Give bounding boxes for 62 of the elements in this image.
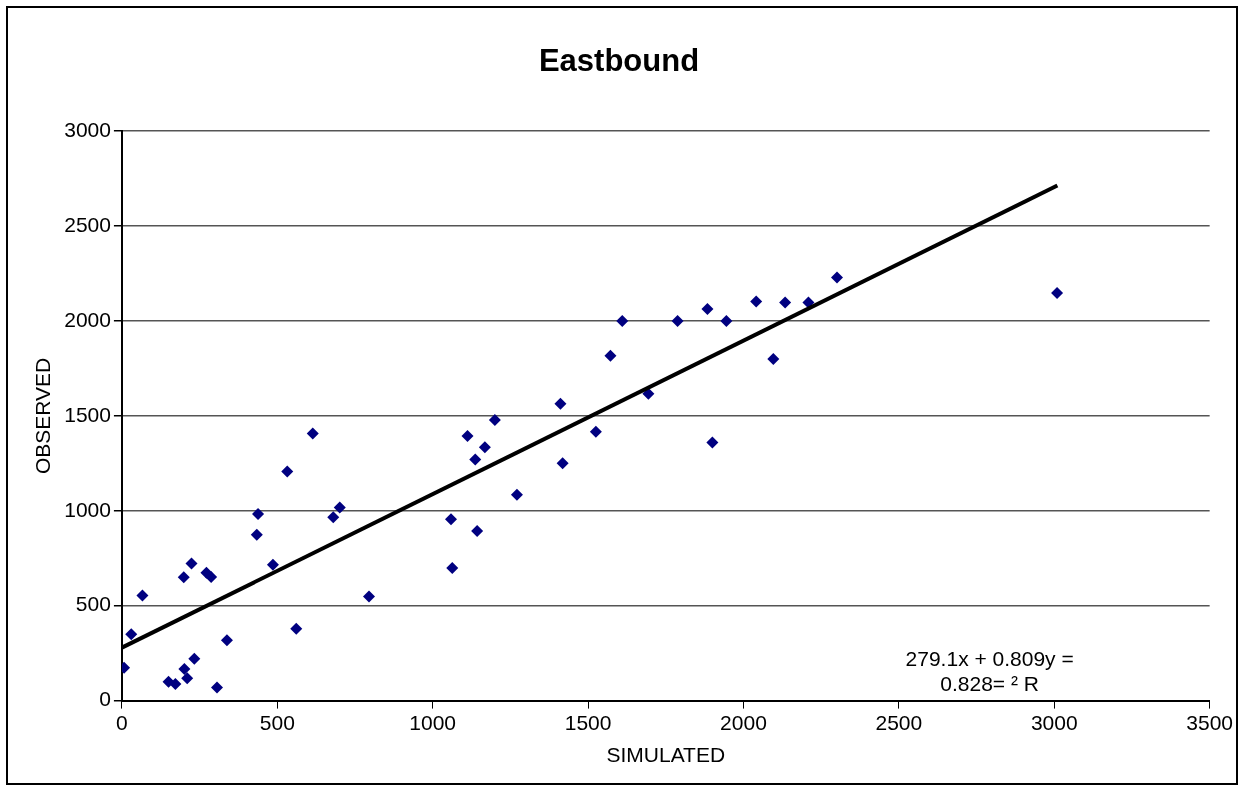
point (185, 557, 198, 570)
point (266, 558, 279, 571)
point (461, 430, 474, 443)
chart-title: Eastbound (538, 43, 700, 79)
point (178, 662, 191, 675)
point (488, 414, 501, 427)
x-tick-label: 2500 (875, 711, 923, 734)
point (250, 528, 263, 541)
point (831, 271, 844, 284)
point (445, 513, 458, 526)
point (1051, 287, 1064, 300)
x-tick-label: 1500 (564, 711, 612, 734)
x-tick-label: 3000 (1030, 711, 1078, 734)
point (589, 425, 602, 438)
y-tick-label: 3000 (64, 118, 111, 141)
point (604, 349, 617, 362)
point (706, 436, 719, 449)
point (478, 441, 491, 454)
point (306, 427, 319, 440)
point (671, 315, 684, 327)
x-axis-title: SIMULATED (606, 743, 726, 767)
point (471, 525, 484, 538)
point (333, 501, 346, 514)
point (211, 681, 224, 694)
point (554, 397, 567, 410)
y-tick-label: 2500 (64, 212, 111, 236)
y-tick-label: 500 (75, 592, 111, 616)
y-tick-label: 0 (99, 687, 111, 711)
point (750, 295, 763, 308)
point (720, 315, 733, 327)
y-tick-label: 1000 (64, 497, 111, 521)
point (779, 296, 792, 309)
point (362, 590, 375, 603)
point (177, 571, 190, 584)
point (446, 561, 459, 574)
point (252, 508, 265, 521)
x-tick-label: 2000 (720, 711, 767, 734)
y-axis-title: OBSERVED (31, 357, 55, 475)
point (510, 488, 523, 501)
point (701, 303, 714, 316)
point (169, 678, 182, 691)
x-tick-label: 1000 (409, 711, 457, 734)
point (205, 571, 218, 584)
point (220, 634, 233, 647)
y-tick-label: 2000 (64, 307, 111, 331)
point (767, 352, 780, 365)
y-tick-label: 1500 (64, 402, 111, 426)
x-tick-label: 500 (259, 711, 295, 734)
annotation: 0.828= ² R (940, 671, 1039, 695)
x-tick-label: 0 (116, 711, 128, 734)
point (125, 628, 138, 641)
annotation: 279.1x + 0.809y = (905, 646, 1074, 670)
point (556, 457, 569, 470)
x-tick-label: 3500 (1186, 711, 1233, 734)
point (327, 511, 340, 524)
point (181, 672, 194, 685)
point (188, 652, 201, 665)
point (136, 589, 149, 602)
point (290, 622, 303, 635)
point (281, 465, 294, 478)
point (469, 453, 482, 466)
point (616, 315, 629, 327)
